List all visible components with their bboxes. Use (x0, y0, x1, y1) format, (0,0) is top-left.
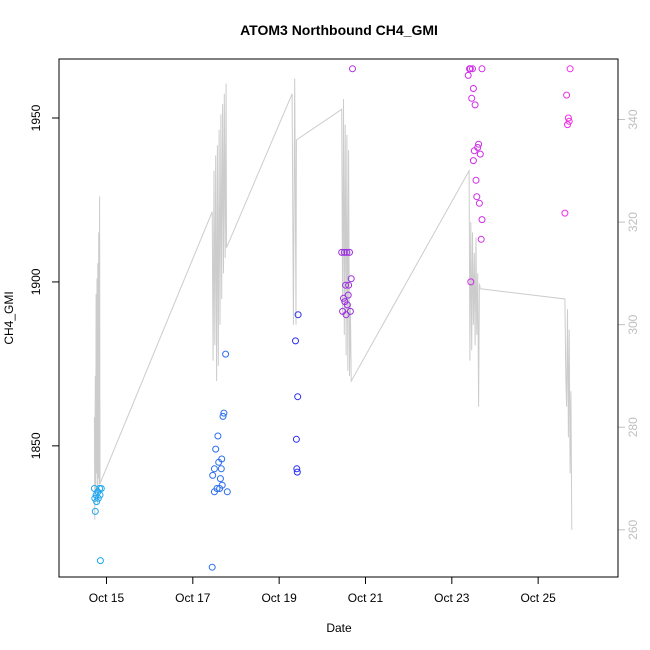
data-point (338, 248, 346, 256)
data-point (210, 465, 218, 473)
data-point (213, 485, 221, 492)
data-point (467, 278, 475, 286)
data-point (96, 557, 104, 565)
chart-title: ATOM3 Northbound CH4_GMI (240, 22, 438, 38)
x-tick-label: Oct 15 (89, 591, 125, 605)
data-point (473, 193, 481, 201)
data-point (342, 281, 350, 289)
data-point (340, 294, 347, 302)
data-point (464, 71, 472, 79)
data-point (349, 65, 356, 73)
data-point (208, 563, 216, 571)
data-point (96, 491, 104, 499)
data-point (223, 488, 231, 496)
data-point (293, 465, 301, 473)
data-point (472, 176, 480, 184)
data-point (566, 65, 574, 73)
x-tick-label: Oct 17 (175, 591, 211, 605)
data-point (468, 94, 476, 102)
data-point (564, 114, 572, 122)
y-axis-label: CH4_GMI (2, 291, 16, 344)
data-point (218, 455, 226, 463)
data-point (476, 150, 484, 158)
data-point (345, 281, 353, 289)
data-point (478, 65, 486, 73)
data-point (347, 275, 355, 283)
data-point (563, 91, 571, 99)
data-point (471, 101, 479, 109)
y2-tick-label: 300 (626, 314, 640, 334)
right-axis-line-layer (93, 78, 573, 530)
data-point (220, 409, 228, 417)
data-point (93, 498, 101, 506)
data-point (343, 248, 351, 256)
data-point (469, 65, 476, 73)
y-tick-label: 1950 (29, 104, 43, 131)
points-layer (90, 65, 574, 571)
data-point (561, 209, 569, 217)
data-point (477, 235, 485, 243)
plot-frame (58, 58, 619, 578)
x-tick-label: Oct 25 (520, 591, 556, 605)
data-point (91, 494, 99, 502)
x-tick-label: Oct 23 (434, 591, 470, 605)
data-point (466, 65, 474, 73)
data-point (212, 445, 220, 453)
data-point (222, 350, 230, 358)
data-point (217, 465, 225, 473)
data-point (469, 157, 477, 165)
data-point (346, 248, 353, 256)
data-point (294, 393, 302, 401)
data-point (94, 494, 102, 502)
data-point (565, 117, 573, 125)
data-point (342, 311, 350, 319)
x-tick-label: Oct 19 (261, 591, 297, 605)
y2-tick-label: 340 (626, 109, 640, 129)
data-point (478, 216, 486, 224)
data-point (474, 144, 482, 151)
y2-tick-label: 260 (626, 519, 640, 539)
data-point (469, 85, 477, 92)
data-point (564, 121, 571, 129)
data-point (97, 485, 105, 492)
data-point (340, 248, 348, 256)
data-point (344, 291, 352, 299)
data-point (292, 337, 299, 345)
data-point (214, 432, 222, 440)
x-tick-label: Oct 21 (348, 591, 384, 605)
y2-tick-label: 280 (626, 417, 640, 437)
data-point (343, 301, 351, 309)
series-line (93, 78, 573, 530)
data-point (293, 468, 301, 476)
data-point (294, 311, 302, 319)
data-point (475, 199, 483, 207)
data-point (292, 435, 300, 443)
data-point (346, 307, 354, 315)
y-tick-label: 1900 (29, 268, 43, 295)
data-point (91, 507, 99, 515)
axes-layer: Oct 15 Oct 17 Oct 19 Oct 21 Oct 23 Oct 25 1850… (29, 104, 640, 605)
x-axis-label: Date (326, 621, 352, 635)
data-point (216, 475, 224, 483)
data-point (475, 140, 483, 148)
data-point (218, 481, 226, 489)
y2-tick-label: 320 (626, 212, 640, 232)
data-point (219, 412, 227, 420)
data-point (209, 471, 217, 479)
y-tick-label: 1850 (29, 432, 43, 459)
